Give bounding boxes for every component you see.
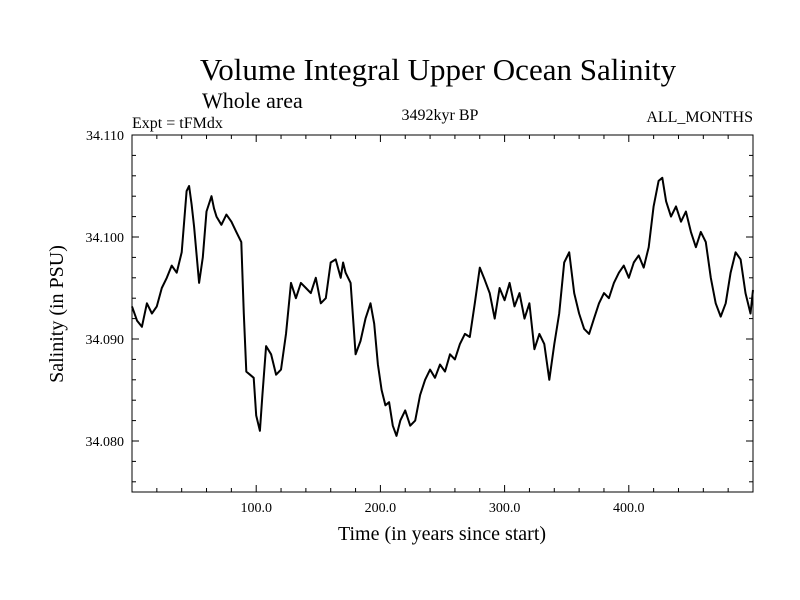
- period-label: 3492kyr BP: [402, 107, 479, 124]
- salinity-series-line: [131, 176, 754, 437]
- x-axis: 100.0 200.0 300.0 400.0: [156, 135, 729, 516]
- x-tick-label: 400.0: [613, 501, 645, 516]
- y-axis-label: Salinity (in PSU): [46, 245, 68, 383]
- y-axis: 34.080 34.090 34.100 34.110: [86, 129, 753, 483]
- experiment-label: Expt = tFMdx: [132, 115, 223, 132]
- x-tick-label: 300.0: [489, 501, 521, 516]
- y-tick-label: 34.080: [86, 435, 125, 450]
- y-tick-label: 34.100: [86, 231, 125, 246]
- plot-frame: [131, 134, 754, 493]
- x-tick-label: 100.0: [240, 501, 272, 516]
- months-label: ALL_MONTHS: [646, 109, 753, 126]
- chart-title: Volume Integral Upper Ocean Salinity: [200, 52, 677, 87]
- x-tick-label: 200.0: [365, 501, 397, 516]
- x-axis-label: Time (in years since start): [338, 523, 546, 545]
- y-tick-label: 34.110: [86, 129, 124, 144]
- chart-subtitle: Whole area: [202, 88, 303, 113]
- y-tick-label: 34.090: [86, 333, 125, 348]
